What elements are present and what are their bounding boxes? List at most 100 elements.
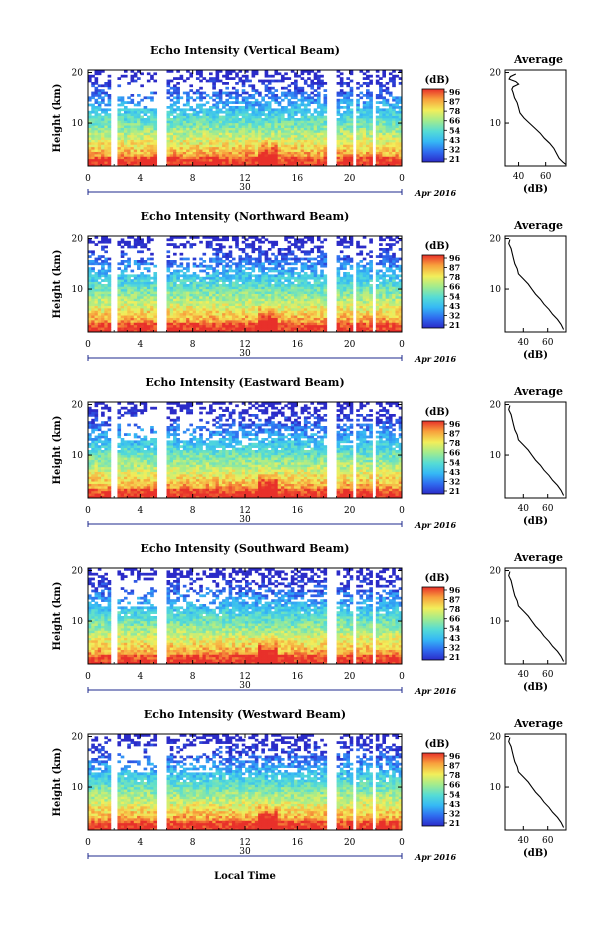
heatmap-cell (186, 120, 190, 124)
heatmap-cell (313, 279, 318, 282)
heatmap-cell (140, 154, 144, 157)
heatmap-cell (313, 77, 318, 80)
heatmap-cell (346, 115, 351, 119)
heatmap-cell (117, 115, 122, 119)
heatmap-cell (173, 322, 177, 326)
heatmap-cell (127, 322, 131, 326)
heatmap-cell (277, 250, 282, 254)
heatmap-cell (316, 130, 321, 133)
heatmap-cell (267, 118, 272, 121)
heatmap-cell (261, 312, 265, 316)
heatmap-cell (199, 154, 203, 157)
heatmap-cell (343, 315, 347, 318)
heatmap-cell (316, 320, 321, 323)
heatmap-cell (199, 142, 203, 145)
heatmap-cell (123, 125, 128, 128)
heatmap-cell (323, 312, 328, 316)
heatmap-cell (228, 267, 233, 270)
heatmap-cell (101, 264, 105, 268)
heatmap-cell (133, 293, 138, 297)
heatmap-cell (101, 322, 105, 326)
heatmap-cell (94, 115, 99, 119)
heatmap-cell (346, 108, 351, 112)
heatmap-cell (215, 284, 220, 287)
heatmap-cell (261, 286, 265, 290)
heatmap-cell (101, 161, 105, 164)
heatmap-cell (222, 276, 226, 280)
heatmap-cell (316, 288, 321, 292)
heatmap-cell (267, 320, 272, 323)
heatmap-cell (195, 317, 200, 321)
heatmap-cell (388, 137, 393, 140)
heatmap-cell (290, 257, 295, 261)
heatmap-cell (222, 327, 226, 330)
heatmap-cell (195, 144, 200, 148)
heatmap-cell (215, 151, 220, 155)
heatmap-cell (251, 300, 256, 304)
heatmap-cell (303, 298, 308, 302)
heatmap-cell (339, 276, 344, 280)
heatmap-cell (173, 89, 177, 92)
heatmap-cell (254, 238, 259, 242)
heatmap-cell (248, 291, 252, 294)
heatmap-cell (215, 118, 220, 121)
heatmap-cell (310, 317, 315, 321)
heatmap-cell (140, 279, 144, 282)
heatmap-cell (379, 125, 383, 128)
heatmap-cell (130, 296, 135, 299)
heatmap-cell (349, 158, 354, 162)
heatmap-cell (323, 151, 328, 155)
heatmap-cell (228, 260, 233, 263)
heatmap-cell (297, 118, 301, 121)
heatmap-cell (339, 158, 344, 162)
heatmap-cell (277, 122, 282, 126)
heatmap-cell (225, 151, 229, 155)
heatmap-cell (153, 279, 158, 282)
heatmap-cell (146, 151, 151, 155)
heatmap-cell (130, 320, 135, 323)
heatmap-cell (297, 279, 301, 282)
heatmap-cell (179, 329, 184, 333)
heatmap-cell (97, 154, 102, 157)
heatmap-cell (369, 118, 373, 121)
heatmap-cell (369, 151, 373, 155)
heatmap-cell (153, 317, 158, 321)
heatmap-cell (271, 305, 275, 309)
heatmap-cell (169, 154, 174, 157)
heatmap-cell (366, 158, 370, 162)
heatmap-cell (307, 142, 311, 145)
heatmap-cell (104, 288, 108, 292)
heatmap-cell (228, 158, 233, 162)
heatmap-cell (146, 286, 151, 290)
heatmap-cell (199, 79, 203, 83)
heatmap-cell (307, 132, 311, 136)
heatmap-cell (176, 245, 180, 249)
heatmap-cell (362, 115, 367, 119)
heatmap-cell (320, 245, 324, 249)
heatmap-cell (359, 108, 364, 112)
heatmap-cell (316, 322, 321, 326)
heatmap-cell (107, 312, 112, 316)
heatmap-cell (107, 329, 112, 333)
heatmap-cell (280, 137, 285, 140)
heatmap-cell (248, 163, 252, 167)
heatmap-cell (182, 142, 187, 145)
heatmap-cell (251, 279, 256, 282)
heatmap-cell (251, 327, 256, 330)
heatmap-cell (97, 132, 102, 136)
heatmap-cell (323, 122, 328, 126)
heatmap-cell (101, 274, 105, 278)
heatmap-cell (290, 70, 295, 73)
heatmap-cell (320, 274, 324, 278)
heatmap-cell (120, 120, 125, 124)
heatmap-cell (336, 101, 341, 104)
heatmap-cell (258, 310, 262, 314)
heatmap-cell (375, 132, 380, 136)
heatmap-cell (225, 72, 229, 76)
heatmap-cell (395, 110, 400, 114)
heatmap-cell (94, 101, 99, 104)
x-tick-label: 16 (292, 174, 304, 184)
heatmap-cell (176, 264, 180, 268)
heatmap-cell (179, 320, 184, 323)
heatmap-cell (235, 130, 239, 133)
